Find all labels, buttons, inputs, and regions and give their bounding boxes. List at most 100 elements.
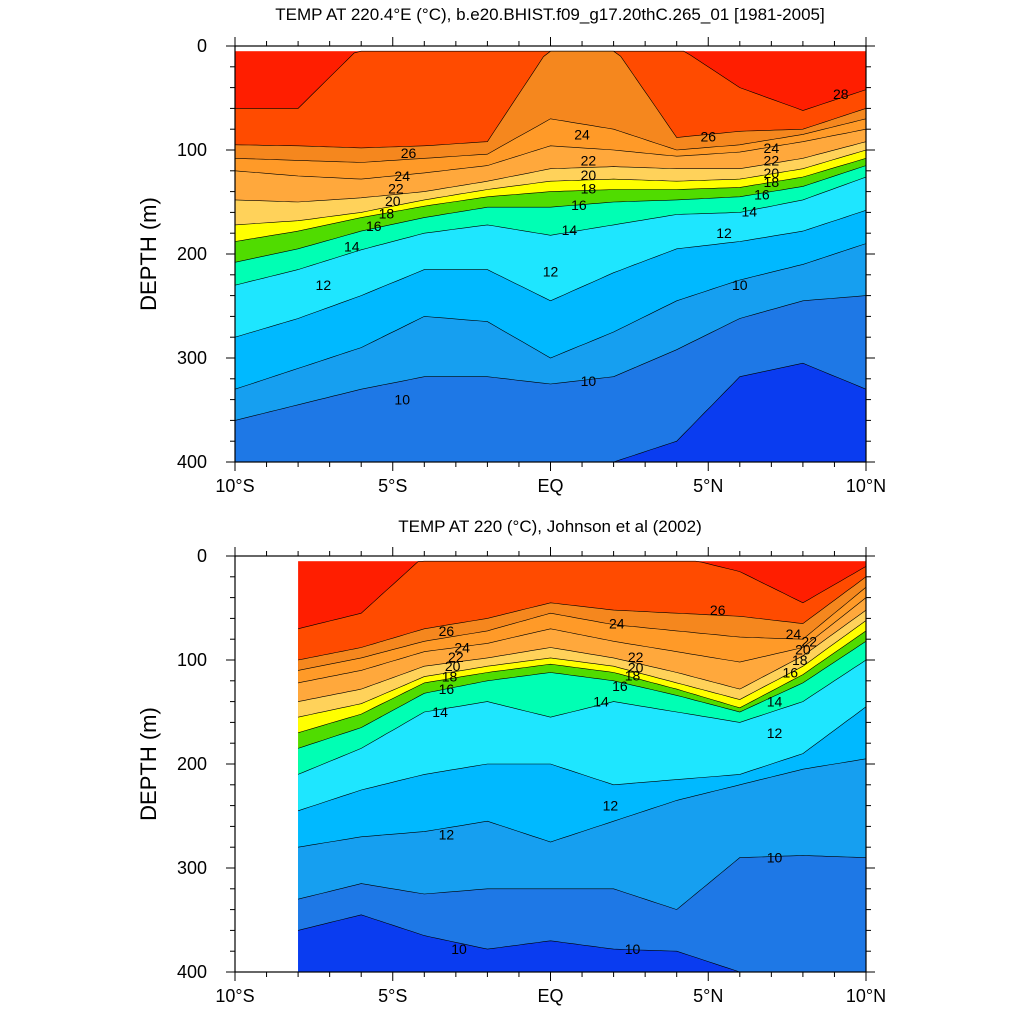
contour-label: 10 — [767, 850, 783, 866]
contour-label: 16 — [612, 678, 628, 694]
contour-line — [298, 914, 866, 972]
contour-label: 20 — [795, 642, 811, 658]
panel-2-title: TEMP AT 220 (°C), Johnson et al (2002) — [398, 517, 702, 536]
contour-label: 22 — [801, 633, 817, 649]
contour-line — [235, 118, 866, 163]
contour-label: 18 — [442, 669, 458, 685]
contour-label: 22 — [581, 152, 597, 168]
y-tick-label: 0 — [197, 546, 207, 566]
contour-line — [235, 50, 866, 149]
contour-label: 26 — [700, 128, 716, 144]
contour-label: 10 — [581, 373, 597, 389]
panel-1-ylabel: DEPTH (m) — [136, 197, 161, 311]
x-tick-label: 10°N — [846, 476, 886, 496]
contour-label: 14 — [432, 704, 448, 720]
contour-label: 24 — [394, 168, 410, 184]
contour-label: 20 — [445, 658, 461, 674]
contour-label: 12 — [543, 264, 559, 280]
contour-line — [235, 165, 866, 263]
contour-label: 16 — [439, 681, 455, 697]
contour-line — [298, 586, 866, 671]
contour-label: 24 — [764, 140, 780, 156]
contour-line — [235, 128, 866, 180]
contour-label: 10 — [625, 941, 641, 957]
contour-line — [235, 295, 866, 421]
contour-label: 16 — [366, 218, 382, 234]
x-tick-label: EQ — [537, 986, 563, 1006]
y-tick-label: 100 — [177, 650, 207, 670]
y-tick-label: 200 — [177, 244, 207, 264]
contour-line — [235, 243, 866, 390]
contour-line — [298, 560, 866, 630]
contour-line — [298, 630, 866, 734]
x-tick-label: 5°N — [693, 986, 723, 1006]
contour-label: 22 — [764, 152, 780, 168]
contour-line — [297, 659, 866, 775]
contour-line — [298, 855, 866, 910]
band-fill — [298, 914, 866, 972]
contour-line — [298, 620, 866, 718]
contour-label: 12 — [603, 798, 619, 814]
panel-1-title: TEMP AT 220.4°E (°C), b.e20.BHIST.f09_g1… — [275, 5, 824, 24]
contour-line — [298, 609, 866, 702]
contour-label: 14 — [741, 203, 757, 219]
contour-label: 12 — [316, 277, 332, 293]
y-tick-label: 0 — [197, 36, 207, 56]
x-tick-label: 10°N — [846, 986, 886, 1006]
contour-line — [235, 149, 866, 226]
contour-label: 12 — [767, 725, 783, 741]
contour-label: 26 — [710, 602, 726, 618]
contour-label: 16 — [782, 664, 798, 680]
x-tick-label: EQ — [537, 476, 563, 496]
contour-label: 10 — [451, 941, 467, 957]
contour-label: 22 — [388, 180, 404, 196]
panel-2-contour-lines — [297, 560, 866, 972]
contour-label: 18 — [792, 652, 808, 668]
panel-model-section: TEMP AT 220.4°E (°C), b.e20.BHIST.f09_g1… — [136, 5, 886, 496]
contour-label: 18 — [379, 205, 395, 221]
band-fill — [235, 363, 866, 462]
contour-line — [298, 641, 866, 749]
contour-label: 26 — [401, 145, 417, 161]
panel-2-axes: 10°S 5°S EQ 5°N 10°N 0 100 200 300 400 — [177, 546, 886, 1006]
panel-2-ylabel: DEPTH (m) — [136, 707, 161, 821]
contour-label: 22 — [448, 649, 464, 665]
y-tick-label: 400 — [177, 962, 207, 982]
contour-line — [235, 176, 866, 286]
panel-1-contour-fills — [235, 51, 866, 462]
contour-label: 16 — [754, 187, 770, 203]
panel-1-ylabel-group: DEPTH (m) — [136, 197, 161, 311]
contour-label: 24 — [609, 616, 625, 632]
x-tick-label: 5°N — [693, 476, 723, 496]
contour-label: 14 — [593, 694, 609, 710]
contour-label: 14 — [767, 694, 783, 710]
contour-label: 18 — [625, 668, 641, 684]
contour-line — [235, 158, 866, 242]
contour-label: 10 — [732, 277, 748, 293]
contour-label: 14 — [562, 222, 578, 238]
y-tick-label: 400 — [177, 452, 207, 472]
contour-label: 12 — [439, 827, 455, 843]
y-tick-label: 200 — [177, 754, 207, 774]
contour-line — [235, 141, 866, 203]
y-tick-label: 100 — [177, 140, 207, 160]
contour-line — [235, 362, 866, 462]
contour-label: 14 — [344, 239, 360, 255]
panel-1-axes: 10°S 5°S EQ 5°N 10°N 0 100 200 300 400 — [177, 36, 886, 496]
contour-line — [298, 597, 866, 684]
contour-label: 24 — [454, 640, 470, 656]
contour-label: 22 — [628, 649, 644, 665]
contour-label: 20 — [385, 193, 401, 209]
contour-label: 20 — [628, 659, 644, 675]
x-tick-label: 10°S — [215, 986, 254, 1006]
contour-label: 20 — [581, 167, 597, 183]
contour-line — [298, 706, 866, 812]
panel-observation-section: TEMP AT 220 (°C), Johnson et al (2002) D… — [136, 517, 886, 1006]
contour-line — [298, 576, 866, 661]
contour-label: 24 — [574, 126, 590, 142]
contour-label: 28 — [833, 86, 849, 102]
contour-line — [235, 210, 866, 338]
